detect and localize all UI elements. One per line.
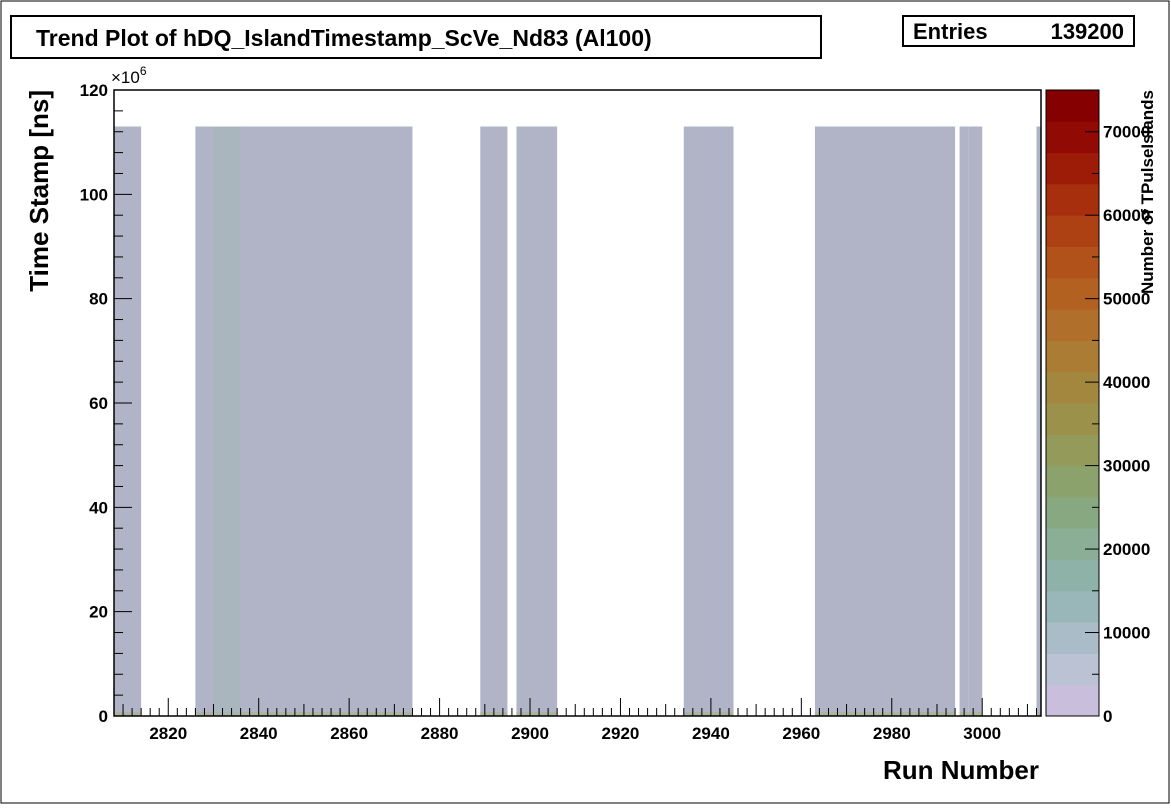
stats-value: 139200: [1051, 19, 1124, 44]
y-tick-label: 20: [89, 603, 108, 622]
x-tick-label: 2900: [511, 724, 549, 743]
filled-run-range-2: [480, 126, 508, 717]
filled-run-range-5: [814, 126, 956, 717]
y-exponent-label: ×106: [111, 64, 147, 87]
colorbar-segment: [1046, 684, 1099, 717]
color-bar: 0 10000 20000 30000 40000 50000 60000 70000: [1045, 89, 1150, 726]
low-time-bin-3: [516, 712, 558, 716]
filled-run-range-7: [968, 126, 983, 717]
y-exponent-base: ×10: [111, 68, 140, 87]
x-axis-label: Run Number: [883, 755, 1039, 785]
low-time-bin-4: [683, 712, 734, 716]
y-tick-label: 0: [99, 707, 108, 726]
x-tick-label: 3000: [963, 724, 1001, 743]
colorbar-segment: [1046, 183, 1099, 216]
denser-run-stripe: [213, 126, 241, 717]
x-axis-ticks: 2820 2840 2860 2880 2900 2920 2940 2960 2980 3000: [113, 698, 1037, 743]
colorbar-segment: [1046, 496, 1099, 529]
y-tick-label: 100: [80, 185, 108, 204]
colorbar-tick-label: 50000: [1103, 290, 1150, 309]
colorbar-segment: [1046, 371, 1099, 404]
colorbar-tick-label: 60000: [1103, 206, 1150, 225]
colorbar-segment: [1046, 403, 1099, 435]
colorbar-tick-label: 40000: [1103, 373, 1150, 392]
filled-run-range-6: [959, 126, 969, 717]
colorbar-tick-label: 20000: [1103, 540, 1150, 559]
colorbar-segment: [1046, 465, 1099, 498]
y-tick-label: 40: [89, 498, 108, 517]
colorbar-segment: [1046, 559, 1099, 592]
y-tick-label: 60: [89, 394, 108, 413]
x-tick-label: 2960: [782, 724, 820, 743]
chart-title: Trend Plot of hDQ_IslandTimestamp_ScVe_N…: [36, 25, 652, 51]
x-tick-label: 2840: [240, 724, 278, 743]
plot-area: 2820 2840 2860 2880 2900 2920 2940 2960 2980 3000…: [80, 81, 1042, 743]
colorbar-segment: [1046, 90, 1099, 122]
low-time-bin-7: [968, 712, 983, 716]
x-tick-label: 2980: [873, 724, 911, 743]
colorbar-segment: [1046, 590, 1099, 623]
colorbar-segment: [1046, 215, 1099, 247]
x-tick-label: 2940: [692, 724, 730, 743]
colorbar-segment: [1046, 653, 1099, 686]
stats-label: Entries: [913, 19, 988, 44]
low-time-bin-0: [114, 712, 142, 716]
low-time-bin-8: [1036, 712, 1041, 716]
title-box: Trend Plot of hDQ_IslandTimestamp_ScVe_N…: [10, 15, 822, 59]
y-axis-label: Time Stamp [ns]: [24, 90, 54, 292]
colorbar-segment: [1046, 277, 1099, 310]
colorbar-segment: [1046, 121, 1099, 154]
title-frame: [10, 15, 822, 59]
filled-run-range-0: [114, 126, 142, 717]
y-tick-label: 80: [89, 290, 108, 309]
colorbar-segment: [1046, 528, 1099, 560]
colorbar-segment: [1046, 340, 1099, 373]
y-exponent-power: 6: [140, 64, 147, 78]
colorbar-segment: [1046, 622, 1099, 654]
colorbar-tick-label: 10000: [1103, 624, 1150, 643]
colorbar-tick-label: 70000: [1103, 123, 1150, 142]
filled-run-range-4: [683, 126, 734, 717]
x-tick-label: 2880: [421, 724, 459, 743]
y-axis-ticks: 0 20 40 60 80 100 120: [80, 81, 132, 726]
data-fills: [114, 126, 1041, 717]
colorbar-segment: [1046, 246, 1099, 279]
x-tick-label: 2860: [330, 724, 368, 743]
x-tick-label: 2920: [602, 724, 640, 743]
colorbar-frame: [1045, 89, 1100, 717]
colorbar-segment: [1046, 152, 1099, 185]
low-time-bin-5: [814, 712, 956, 716]
filled-run-range-3: [516, 126, 558, 717]
filled-run-range-8: [1036, 126, 1041, 717]
stats-frame: [902, 15, 1135, 47]
colorbar-segment: [1046, 434, 1099, 467]
colorbar-segment: [1046, 309, 1099, 341]
colorbar-tick-label: 30000: [1103, 457, 1150, 476]
stats-box: Entries 139200: [902, 15, 1135, 47]
y-tick-label: 120: [80, 81, 108, 100]
colorbar-tick-label: 0: [1103, 707, 1112, 726]
x-tick-label: 2820: [149, 724, 187, 743]
colorbar-label: Number of TPulseIslands: [1138, 90, 1157, 294]
